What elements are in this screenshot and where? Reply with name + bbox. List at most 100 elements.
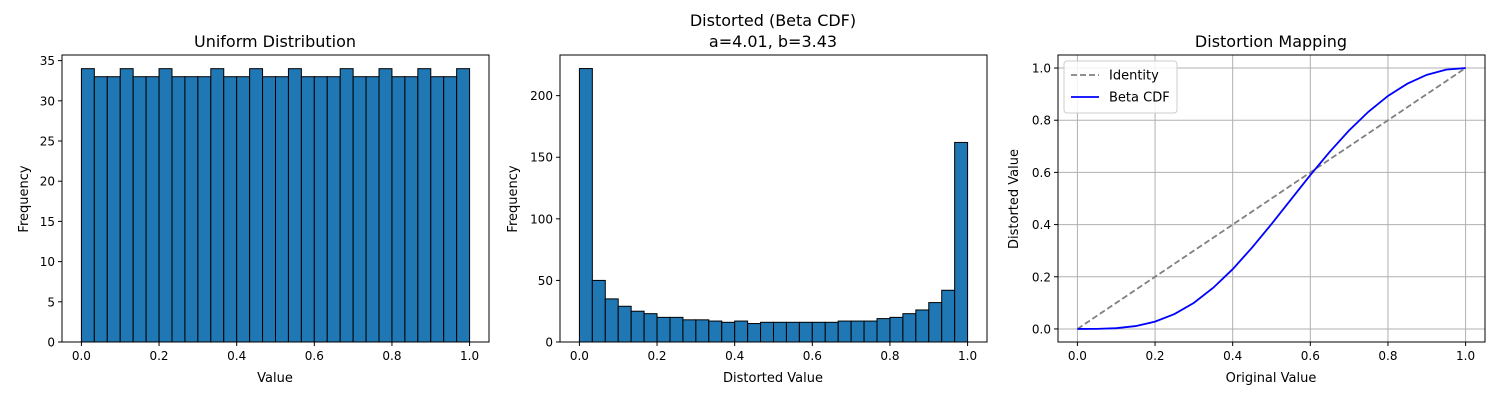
- histogram-bar: [760, 321, 775, 343]
- histogram-bar: [630, 310, 645, 343]
- histogram-bar: [93, 76, 108, 343]
- histogram-bar: [171, 76, 186, 343]
- histogram-bar: [352, 76, 367, 343]
- y-tick-label: 15: [40, 215, 55, 229]
- panel-title: Uniform Distribution: [194, 32, 356, 51]
- legend-box: [1063, 60, 1178, 114]
- x-tick-label: 0.0: [570, 349, 589, 363]
- legend-label: Identity: [1109, 69, 1159, 84]
- y-tick-label: 0.6: [1032, 166, 1051, 180]
- histogram-bar: [656, 316, 671, 343]
- x-tick-label: 0.8: [880, 349, 899, 363]
- histogram-bar: [417, 68, 432, 343]
- histogram-bar: [682, 319, 697, 343]
- legend-label: Beta CDF: [1109, 91, 1170, 106]
- histogram-bar: [850, 320, 865, 343]
- x-tick-label: 0.4: [1223, 349, 1242, 363]
- histogram-bar: [591, 279, 606, 343]
- histogram-bar: [132, 76, 147, 343]
- y-tick-label: 5: [47, 295, 55, 309]
- histogram-bar: [262, 76, 277, 343]
- histogram-bar: [889, 316, 904, 343]
- histogram-bar: [721, 321, 736, 343]
- axes-frame: [61, 54, 490, 343]
- y-tick-label: 20: [40, 175, 55, 189]
- histogram-bar: [430, 76, 445, 343]
- y-tick-label: 25: [40, 135, 55, 149]
- histogram-bar: [210, 68, 225, 343]
- x-tick-label: 1.0: [1456, 349, 1475, 363]
- histogram-bar: [941, 289, 956, 343]
- histogram-bar: [785, 321, 800, 343]
- x-tick-label: 0.0: [72, 349, 91, 363]
- histogram-bar: [106, 76, 121, 343]
- x-axis-label: Distorted Value: [723, 371, 823, 386]
- histogram-bar: [734, 320, 749, 343]
- y-tick-label: 0.0: [1032, 322, 1051, 336]
- histogram-bar: [669, 316, 684, 343]
- histogram-bar: [236, 76, 251, 343]
- histogram-bar: [824, 321, 839, 343]
- histogram-bar: [326, 76, 341, 343]
- histogram-bar: [578, 68, 593, 343]
- histogram-bar: [197, 76, 212, 343]
- histogram-bar: [604, 298, 619, 343]
- y-tick-label: 10: [40, 255, 55, 269]
- histogram-bar: [773, 321, 787, 343]
- axes-frame: [559, 54, 988, 343]
- histogram-bar: [456, 68, 471, 343]
- histogram-bar: [223, 76, 238, 343]
- y-tick-label: 100: [530, 212, 553, 226]
- y-axis-label: Frequency: [17, 165, 32, 232]
- histogram-bar: [902, 313, 917, 343]
- histogram-bar: [119, 68, 134, 343]
- y-tick-label: 0.2: [1032, 270, 1051, 284]
- y-tick-label: 0.8: [1032, 114, 1051, 128]
- panel-subtitle: a=4.01, b=3.43: [709, 32, 837, 51]
- y-tick-label: 1.0: [1032, 62, 1051, 76]
- y-tick-label: 50: [538, 274, 553, 288]
- x-tick-label: 1.0: [460, 349, 479, 363]
- histogram-bar: [378, 68, 393, 343]
- histogram-bar: [708, 320, 723, 343]
- y-tick-label: 0.4: [1032, 218, 1051, 232]
- y-tick-label: 30: [40, 94, 55, 108]
- axes-frame: [1057, 54, 1486, 343]
- y-tick-label: 0: [545, 336, 553, 350]
- histogram-bar: [404, 76, 419, 343]
- histogram-bar: [184, 76, 199, 343]
- histogram-bar: [798, 321, 813, 343]
- panel-title: Distorted (Beta CDF): [690, 11, 856, 30]
- x-tick-label: 0.6: [1301, 349, 1320, 363]
- histogram-bar: [863, 320, 878, 343]
- y-axis-label: Frequency: [506, 165, 521, 232]
- x-tick-label: 1.0: [958, 349, 977, 363]
- histogram-bar: [954, 141, 969, 343]
- histogram-bar: [695, 319, 710, 343]
- histogram-bar: [876, 318, 891, 343]
- y-tick-label: 150: [530, 151, 553, 165]
- y-axis-label: Distorted Value: [1007, 149, 1022, 249]
- panel-mapping: Distortion Mapping Original Value Distor…: [1007, 32, 1486, 386]
- panel-title: Distortion Mapping: [1195, 32, 1347, 51]
- histogram-bar: [747, 323, 762, 343]
- histogram-bar: [145, 76, 160, 343]
- panel-distorted: Distorted (Beta CDF) a=4.01, b=3.43 Dist…: [506, 11, 988, 386]
- histogram-bar: [811, 321, 826, 343]
- x-tick-label: 0.8: [1378, 349, 1397, 363]
- histogram-bar: [915, 309, 930, 343]
- x-axis-label: Original Value: [1226, 371, 1317, 386]
- histogram-bar: [339, 68, 354, 343]
- x-tick-label: 0.6: [305, 349, 324, 363]
- histogram-bar: [80, 68, 95, 343]
- x-tick-label: 0.4: [725, 349, 744, 363]
- histogram-bar: [365, 76, 380, 343]
- histogram-bar: [300, 76, 315, 343]
- histogram-bar: [249, 68, 264, 343]
- histogram-bar: [287, 68, 302, 343]
- y-tick-label: 200: [530, 89, 553, 103]
- series-line: [1076, 67, 1467, 330]
- x-tick-label: 0.0: [1068, 349, 1087, 363]
